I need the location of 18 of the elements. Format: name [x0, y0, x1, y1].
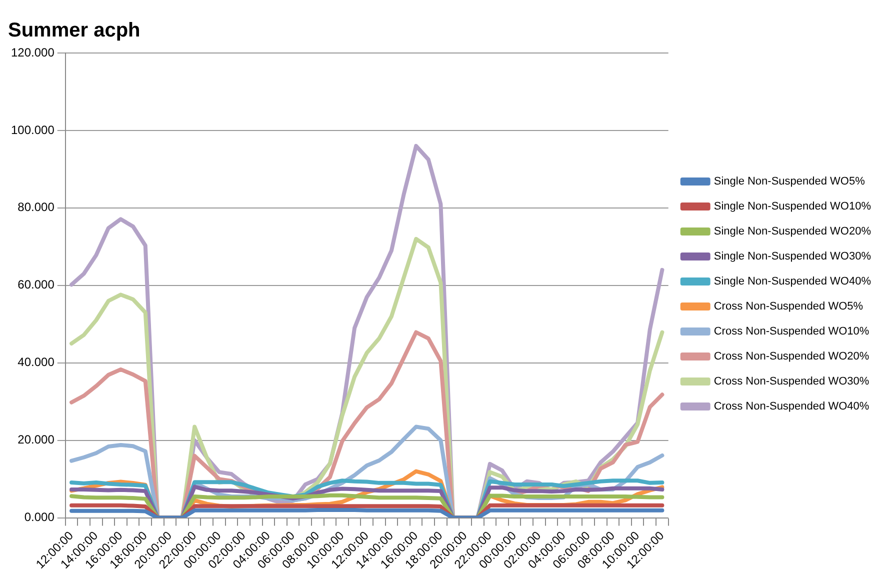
y-tick-label: 80.000	[18, 200, 55, 214]
y-tick-label: 40.000	[18, 355, 55, 370]
legend-label: Cross Non-Suspended WO30%	[714, 376, 870, 388]
legend-label: Single Non-Suspended WO5%	[714, 176, 866, 188]
y-tick-label: 20.000	[18, 432, 55, 447]
legend-label: Cross Non-Suspended WO5%	[714, 300, 864, 313]
legend-label: Cross Non-Suspended WO10%	[714, 326, 870, 338]
legend-label: Cross Non-Suspended WO40%	[714, 400, 870, 413]
y-tick-label: 60.000	[18, 278, 55, 292]
chart-title: Summer acph	[8, 20, 140, 42]
y-tick-label: 0.000	[24, 510, 55, 524]
legend-label: Single Non-Suspended WO30%	[714, 250, 872, 263]
y-tick-label: 120.000	[10, 45, 55, 60]
legend-label: Single Non-Suspended WO10%	[714, 200, 872, 213]
y-tick-label: 100.000	[10, 122, 55, 137]
legend-label: Single Non-Suspended WO20%	[714, 226, 872, 238]
legend-label: Single Non-Suspended WO40%	[714, 276, 872, 288]
legend-label: Cross Non-Suspended WO20%	[714, 350, 870, 363]
